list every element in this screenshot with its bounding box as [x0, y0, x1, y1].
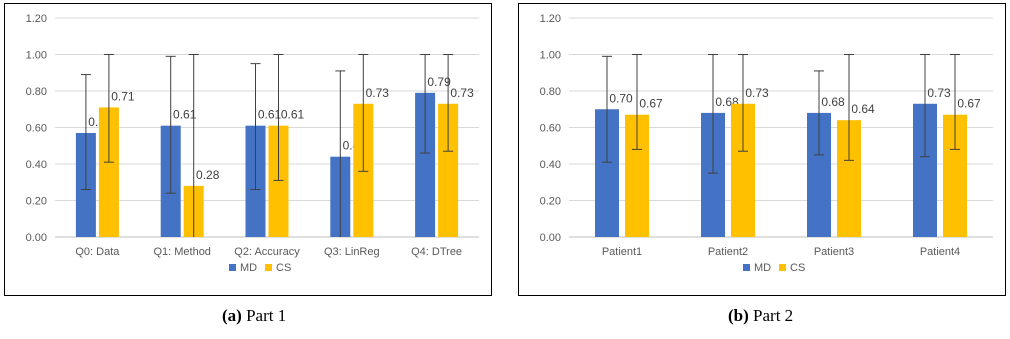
part1-category-label: Q2: Accuracy	[234, 246, 300, 258]
part1-ytick-label: 0.80	[26, 86, 47, 98]
part1-legend-label-cs: CS	[276, 262, 291, 274]
caption-part2: (b) Part 2	[728, 306, 793, 326]
part1-ytick-label: 0.00	[26, 232, 47, 244]
part1-category-label: Q0: Data	[75, 246, 120, 258]
part2-ytick-label: 1.20	[540, 13, 561, 25]
part2-category-label: Patient3	[814, 246, 854, 258]
part2-legend-swatch-md	[743, 264, 750, 271]
part1-bar-cs	[268, 125, 289, 237]
part2-data-label-md: 0.73	[927, 86, 951, 100]
part1-ytick-label: 1.00	[26, 50, 47, 62]
part1-data-label-cs: 0.28	[196, 168, 220, 182]
part2-data-label-md: 0.70	[609, 91, 633, 105]
part1-category-label: Q1: Method	[153, 246, 210, 258]
part1-category-label: Q4: DTree	[411, 246, 462, 258]
part2-data-label-md: 0.68	[821, 95, 845, 109]
part2-data-label-cs: 0.73	[745, 86, 769, 100]
part2-data-label-cs: 0.67	[957, 97, 981, 111]
part1-data-label-md: 0.79	[427, 75, 451, 89]
caption-part1-tag: (a)	[222, 306, 242, 325]
part2-category-label: Patient1	[602, 246, 642, 258]
part2-ytick-label: 1.00	[540, 50, 561, 62]
part2-legend-label-cs: CS	[790, 262, 805, 274]
part1-bar-cs	[98, 107, 119, 237]
part2-data-label-cs: 0.67	[639, 97, 663, 111]
part1-bar-cs	[438, 103, 459, 238]
caption-part1-text: Part 1	[241, 306, 287, 325]
part1-data-label-cs: 0.73	[366, 86, 390, 100]
part1-bar-md	[415, 92, 436, 237]
part2-ytick-label: 0.00	[540, 232, 561, 244]
part1-data-label-md: 0.61	[173, 108, 197, 122]
part1-ytick-label: 0.60	[26, 123, 47, 135]
part1-ytick-label: 1.20	[26, 13, 47, 25]
part2-legend-swatch-cs	[779, 264, 786, 271]
part1-data-label-cs: 0.73	[450, 86, 474, 100]
part1-legend-swatch-md	[229, 264, 236, 271]
chart-panel-part2: 0.00 0.20 0.40 0.60 0.80 1.00 1.20 Patient1 0.70…	[518, 3, 1006, 296]
part1-legend-label-md: MD	[240, 262, 257, 274]
part1-data-label-md: 0.61	[258, 108, 282, 122]
part2-category-label: Patient2	[708, 246, 748, 258]
part2-ytick-label: 0.40	[540, 159, 561, 171]
part2-legend-label-md: MD	[754, 262, 771, 274]
caption-part2-text: Part 2	[748, 306, 794, 325]
part2-data-label-cs: 0.64	[851, 102, 875, 116]
caption-part1: (a) Part 1	[222, 306, 286, 326]
part1-legend-swatch-cs	[265, 264, 272, 271]
part2-ytick-label: 0.60	[540, 123, 561, 135]
part1-ytick-label: 0.40	[26, 159, 47, 171]
part2-ytick-label: 0.80	[540, 86, 561, 98]
caption-part2-tag: (b)	[728, 306, 749, 325]
part1-ytick-label: 0.20	[26, 196, 47, 208]
chart-part2-svg: 0.00 0.20 0.40 0.60 0.80 1.00 1.20 Patient1 0.70…	[540, 13, 993, 274]
part2-category-label: Patient4	[920, 246, 960, 258]
part1-data-label-cs: 0.71	[111, 89, 135, 103]
part2-ytick-label: 0.20	[540, 196, 561, 208]
part1-category-label: Q3: LinReg	[324, 246, 380, 258]
part1-data-label-cs: 0.61	[281, 108, 305, 122]
